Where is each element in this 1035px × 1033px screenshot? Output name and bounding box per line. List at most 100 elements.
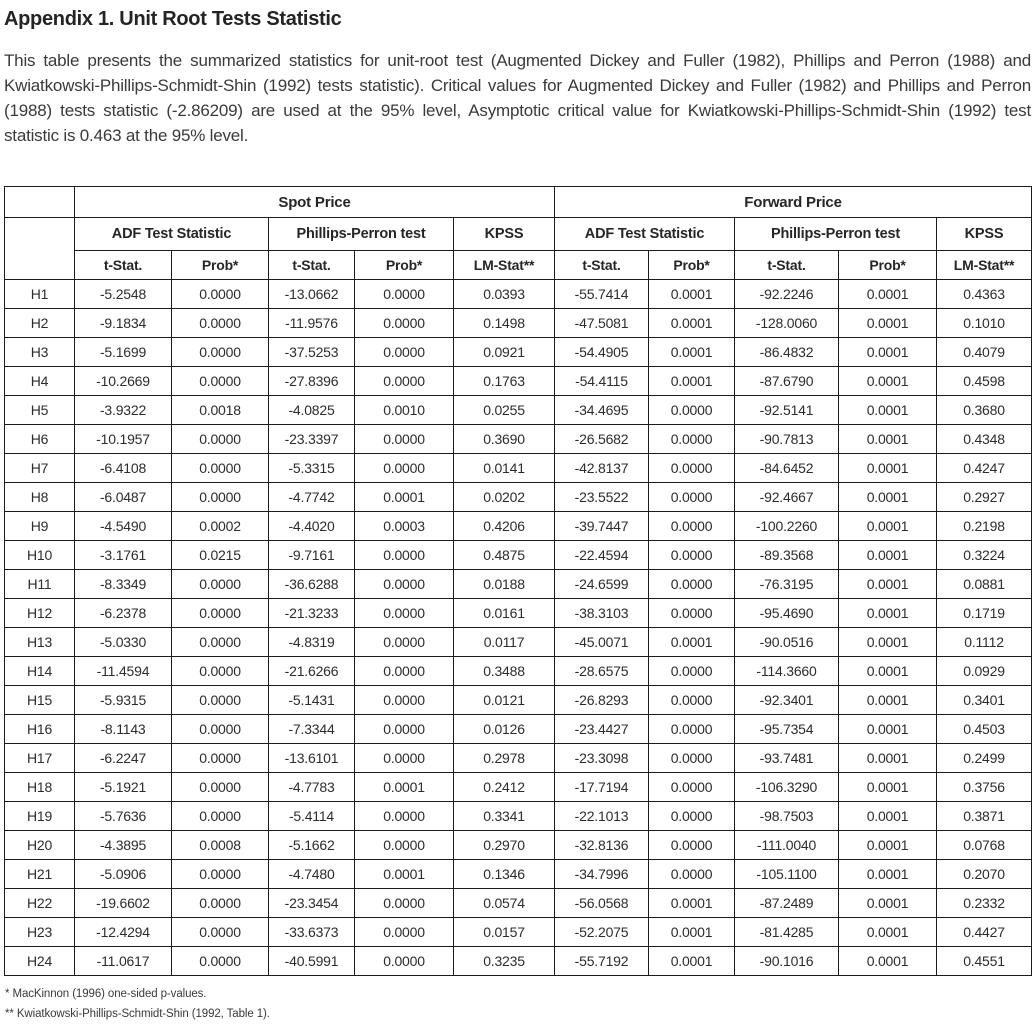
value-cell: 0.3341	[453, 801, 555, 831]
value-cell: 0.3488	[453, 656, 555, 686]
value-cell: -21.6266	[268, 656, 355, 686]
value-cell: -4.7480	[268, 859, 355, 889]
row-label: H12	[4, 598, 75, 628]
table-row: H12 -6.2378 0.0000 -21.3233 0.0000 0.0161 -38.…	[4, 598, 1033, 628]
value-cell: -86.4832	[734, 337, 839, 367]
blank-corner-cell	[4, 186, 75, 218]
value-cell: 0.2070	[935, 859, 1033, 889]
row-label: H4	[4, 366, 75, 396]
value-cell: 0.0000	[171, 888, 269, 918]
value-cell: 0.0000	[171, 482, 269, 512]
spot-pp-prob-header: Prob*	[354, 250, 454, 280]
value-cell: -95.4690	[734, 598, 839, 628]
value-cell: -3.1761	[74, 540, 172, 570]
value-cell: -5.9315	[74, 685, 172, 715]
row-label: H10	[4, 540, 75, 570]
value-cell: -4.4020	[268, 511, 355, 541]
value-cell: 0.4427	[935, 917, 1033, 947]
value-cell: -9.7161	[268, 540, 355, 570]
value-cell: 0.0000	[648, 482, 735, 512]
value-cell: -11.0617	[74, 946, 172, 976]
value-cell: 0.0001	[838, 801, 937, 831]
table-row: H4 -10.2669 0.0000 -27.8396 0.0000 0.1763 -54.…	[4, 366, 1033, 396]
value-cell: 0.0001	[648, 888, 735, 918]
value-cell: -5.0330	[74, 627, 172, 657]
value-cell: 0.3871	[935, 801, 1033, 831]
value-cell: -6.2378	[74, 598, 172, 628]
value-cell: 0.0215	[171, 540, 269, 570]
value-cell: 0.0003	[354, 511, 454, 541]
value-cell: 0.0000	[171, 685, 269, 715]
value-cell: -5.1699	[74, 337, 172, 367]
value-cell: -128.0060	[734, 308, 839, 338]
value-cell: 0.0255	[453, 395, 555, 425]
value-cell: 0.0001	[838, 685, 937, 715]
value-cell: 0.2412	[453, 772, 555, 802]
value-cell: -95.7354	[734, 714, 839, 744]
value-cell: -32.8136	[554, 830, 649, 860]
value-cell: -8.1143	[74, 714, 172, 744]
value-cell: 0.2927	[935, 482, 1033, 512]
value-cell: -21.3233	[268, 598, 355, 628]
forward-adf-header: ADF Test Statistic	[554, 217, 735, 251]
value-cell: -56.0568	[554, 888, 649, 918]
value-cell: -81.4285	[734, 917, 839, 947]
value-cell: 0.0000	[648, 598, 735, 628]
table-row: H16 -8.1143 0.0000 -7.3344 0.0000 0.0126 -23.4…	[4, 714, 1033, 744]
value-cell: -45.0071	[554, 627, 649, 657]
value-cell: -84.6452	[734, 453, 839, 483]
value-cell: 0.0000	[171, 366, 269, 396]
value-cell: 0.0000	[171, 569, 269, 599]
value-cell: 0.0001	[838, 337, 937, 367]
value-cell: -34.7996	[554, 859, 649, 889]
value-cell: 0.0001	[838, 598, 937, 628]
value-cell: -22.4594	[554, 540, 649, 570]
value-cell: 0.0001	[838, 395, 937, 425]
value-cell: -5.2548	[74, 279, 172, 309]
value-cell: -23.5522	[554, 482, 649, 512]
value-cell: 0.4598	[935, 366, 1033, 396]
table-row: H1 -5.2548 0.0000 -13.0662 0.0000 0.0393 -55.7…	[4, 279, 1033, 309]
spot-adf-prob-header: Prob*	[171, 250, 269, 280]
value-cell: -24.6599	[554, 569, 649, 599]
value-cell: 0.1498	[453, 308, 555, 338]
test-header-row: ADF Test Statistic Phillips-Perron test …	[4, 217, 1033, 280]
value-cell: 0.0000	[354, 656, 454, 686]
forward-kpss-header: KPSS	[935, 217, 1033, 251]
row-label-header-cell	[4, 217, 75, 280]
value-cell: -4.7742	[268, 482, 355, 512]
value-cell: -55.7414	[554, 279, 649, 309]
value-cell: 0.0001	[648, 279, 735, 309]
value-cell: 0.4206	[453, 511, 555, 541]
value-cell: -26.5682	[554, 424, 649, 454]
value-cell: -27.8396	[268, 366, 355, 396]
value-cell: 0.0002	[171, 511, 269, 541]
footnote-kpss: ** Kwiatkowski-Phillips-Schmidt-Shin (19…	[5, 1008, 270, 1020]
value-cell: 0.0001	[354, 859, 454, 889]
table-row: H10 -3.1761 0.0215 -9.7161 0.0000 0.4875 -22.4…	[4, 540, 1033, 570]
value-cell: -114.3660	[734, 656, 839, 686]
value-cell: 0.4247	[935, 453, 1033, 483]
value-cell: -100.2260	[734, 511, 839, 541]
spot-adf-tstat-header: t-Stat.	[74, 250, 172, 280]
value-cell: -5.1662	[268, 830, 355, 860]
value-cell: -11.4594	[74, 656, 172, 686]
value-cell: 0.0000	[354, 279, 454, 309]
forward-phillips-perron-header: Phillips-Perron test	[734, 217, 937, 251]
value-cell: 0.0001	[648, 917, 735, 947]
row-label: H20	[4, 830, 75, 860]
value-cell: 0.0001	[838, 714, 937, 744]
value-cell: -6.2247	[74, 743, 172, 773]
value-cell: -5.4114	[268, 801, 355, 831]
table-row: H15 -5.9315 0.0000 -5.1431 0.0000 0.0121 -26.8…	[4, 685, 1033, 715]
value-cell: 0.0001	[838, 511, 937, 541]
value-cell: 0.0001	[648, 366, 735, 396]
value-cell: -42.8137	[554, 453, 649, 483]
value-cell: 0.0000	[354, 946, 454, 976]
value-cell: 0.0001	[838, 743, 937, 773]
value-cell: -34.4695	[554, 395, 649, 425]
forward-adf-tstat-header: t-Stat.	[554, 250, 649, 280]
value-cell: 0.3224	[935, 540, 1033, 570]
value-cell: 0.0000	[354, 366, 454, 396]
value-cell: -87.2489	[734, 888, 839, 918]
